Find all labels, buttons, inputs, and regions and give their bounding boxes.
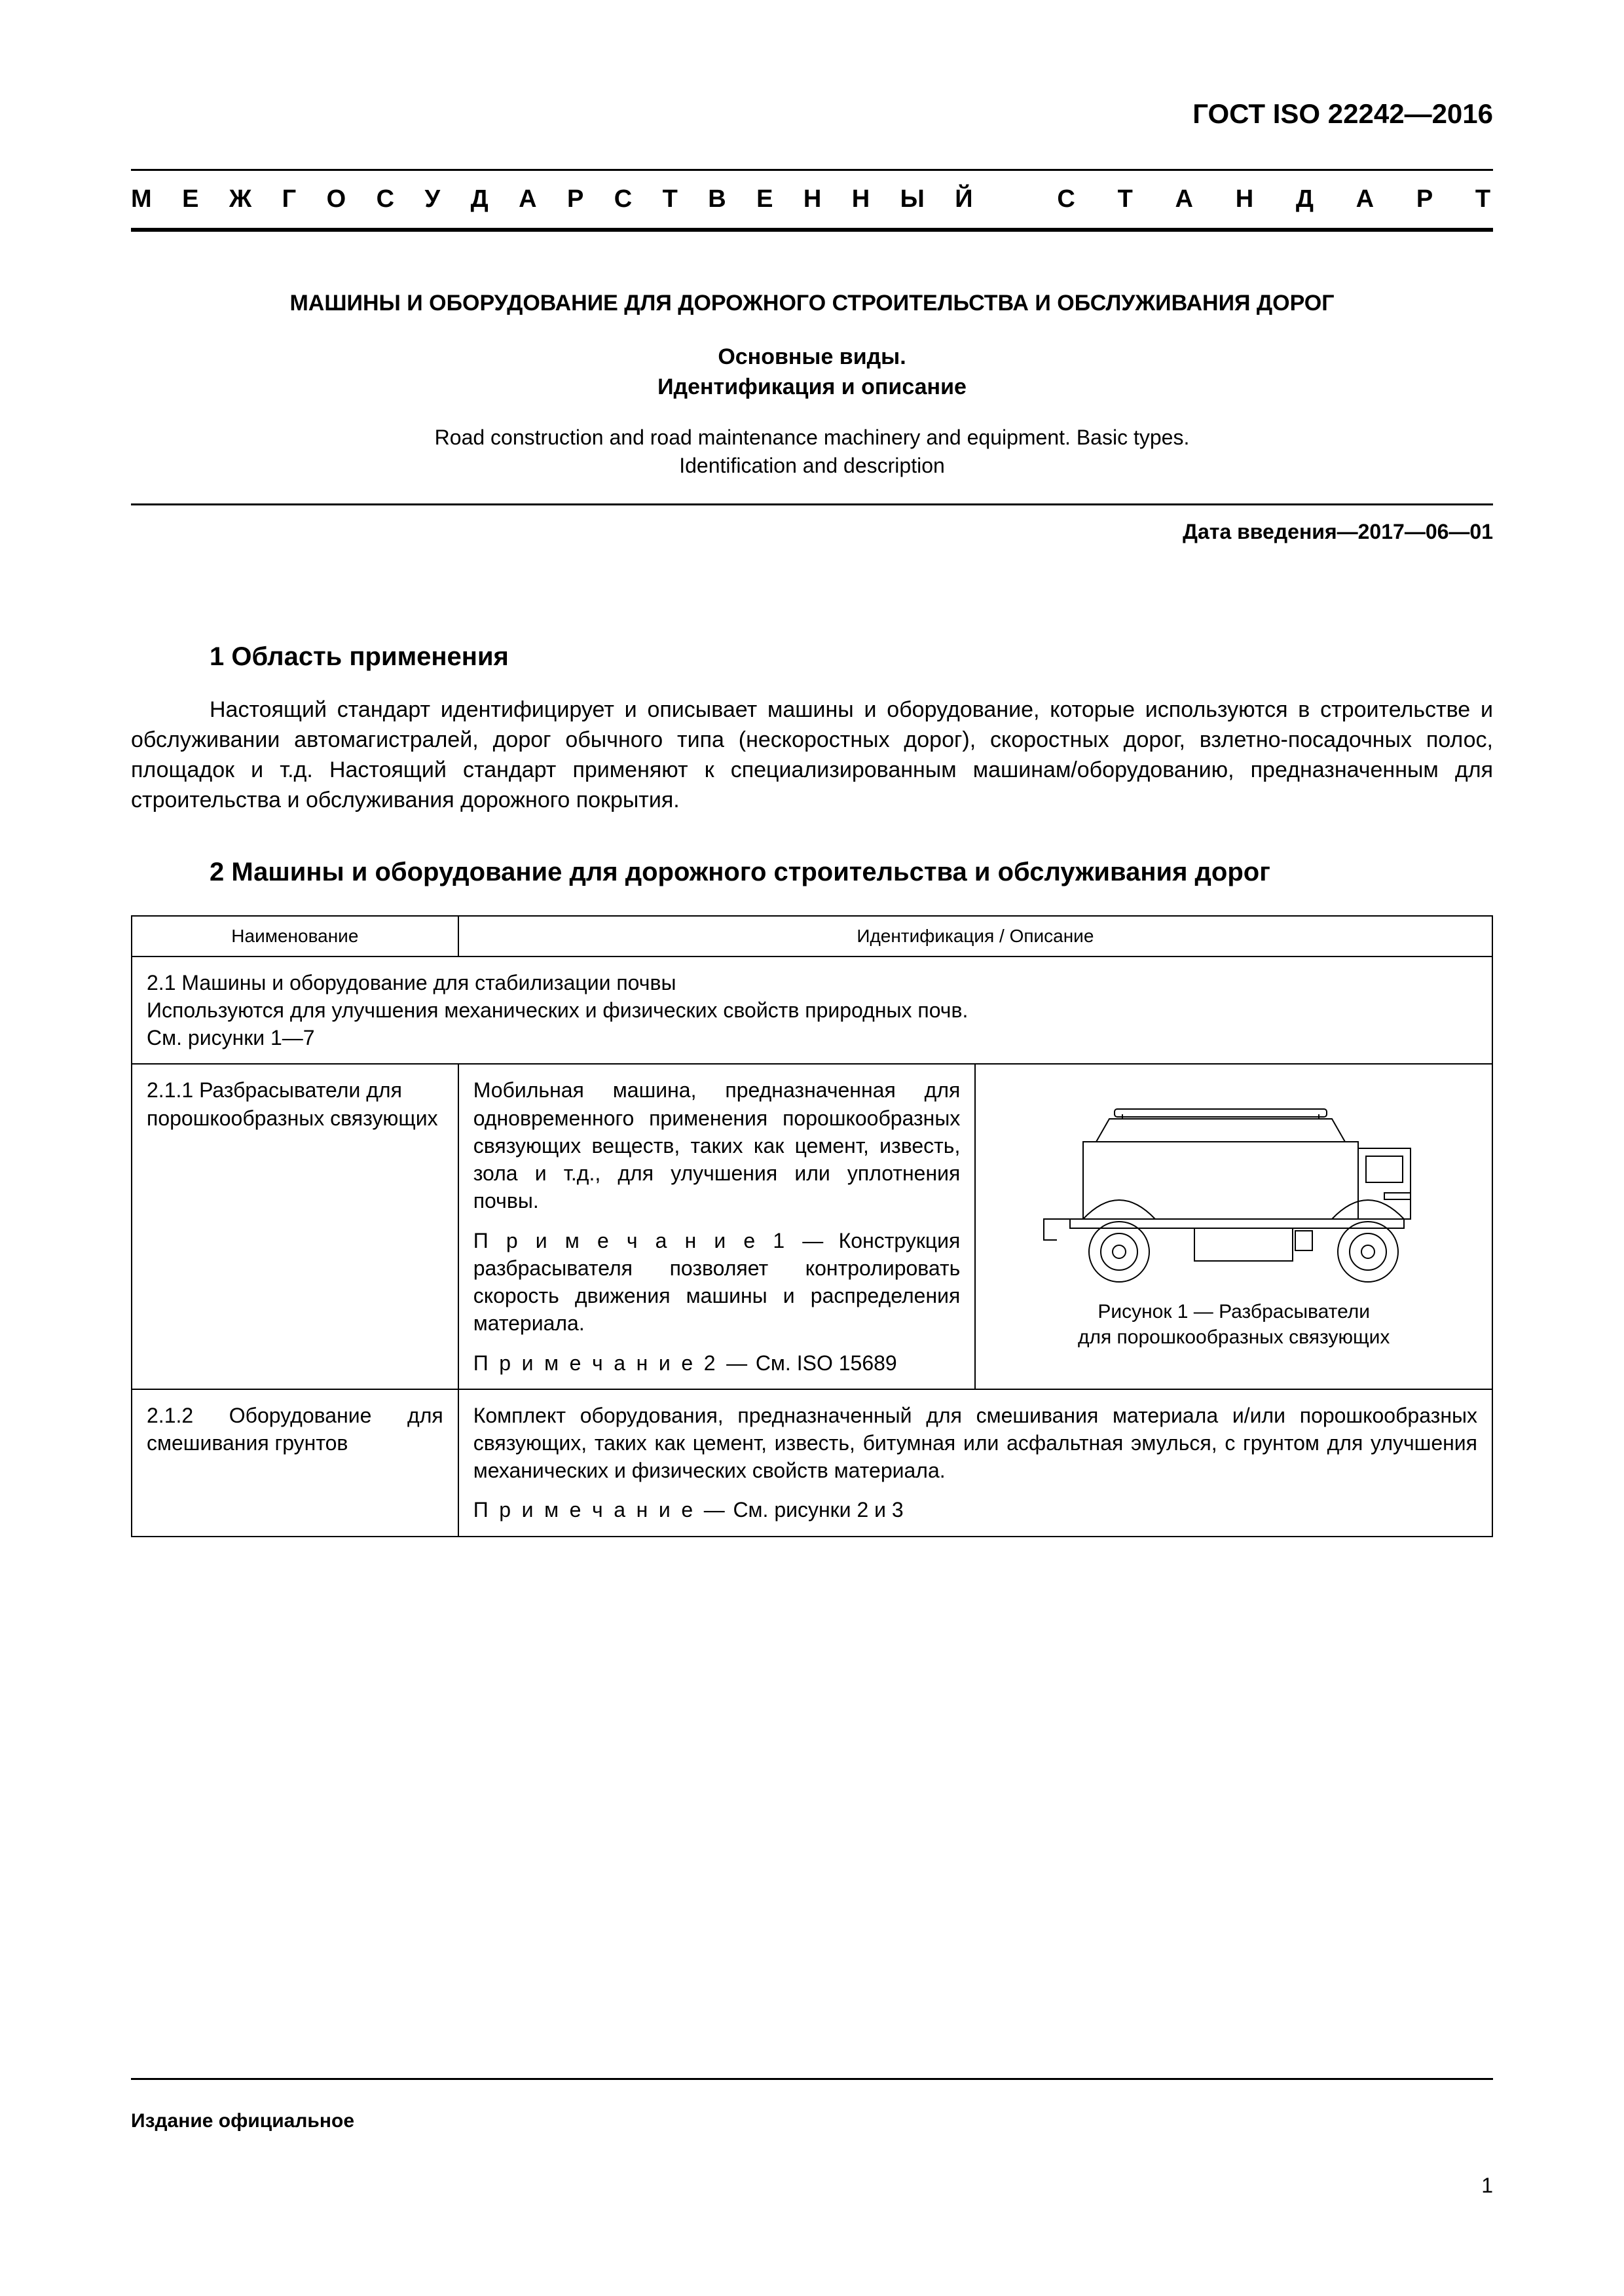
- row-2-1-line3: См. рисунки 1—7: [147, 1024, 1477, 1051]
- standard-banner: МЕЖГОСУДАРСТВЕННЫЙ СТАНДАРТ: [131, 169, 1493, 232]
- row-2-1-1-note2: П р и м е ч а н и е 2 — См. ISO 15689: [473, 1349, 961, 1377]
- title-ru-sub-line2: Идентификация и описание: [131, 373, 1493, 403]
- figure-1-caption: Рисунок 1 — Разбрасыватели для порошкооб…: [997, 1299, 1471, 1350]
- note2-label: П р и м е ч а н и е 2 —: [473, 1351, 750, 1375]
- note-2-1-2-label: П р и м е ч а н и е —: [473, 1498, 728, 1522]
- fig1-caption-l1: Рисунок 1 — Разбрасыватели: [997, 1299, 1471, 1324]
- col-header-desc: Идентификация / Описание: [458, 916, 1492, 957]
- fig1-caption-l2: для порошкообразных связующих: [997, 1324, 1471, 1350]
- table-row-2-1: 2.1 Машины и оборудование для стабилизац…: [132, 957, 1492, 1065]
- row-2-1-1-desc: Мобильная машина, предназначенная для од…: [473, 1076, 961, 1214]
- section-1-body-text: Настоящий стандарт идентифицирует и опис…: [131, 697, 1493, 812]
- title-en-line1: Road construction and road maintenance m…: [131, 424, 1493, 452]
- row-2-1-line2: Используются для улучшения механических …: [147, 996, 1477, 1024]
- section-1-body: Настоящий стандарт идентифицирует и опис…: [131, 695, 1493, 816]
- col-header-name: Наименование: [132, 916, 458, 957]
- title-en-line2: Identification and description: [131, 452, 1493, 480]
- section-1-heading: 1 Область применения: [210, 642, 1493, 672]
- introduction-date: Дата введения—2017—06—01: [131, 520, 1493, 544]
- figure-1-svg: [1031, 1083, 1437, 1292]
- note2-text: См. ISO 15689: [756, 1351, 897, 1375]
- title-ru-subtitle: Основные виды. Идентификация и описание: [131, 342, 1493, 403]
- figure-1-wrap: Рисунок 1 — Разбрасыватели для порошкооб…: [990, 1076, 1477, 1350]
- banner-word-1: МЕЖГОСУДАРСТВЕННЫЙ: [131, 185, 976, 213]
- row-2-1-2-note: П р и м е ч а н и е — См. рисунки 2 и 3: [473, 1496, 1477, 1523]
- document-id: ГОСТ ISO 22242—2016: [131, 98, 1493, 130]
- title-divider: [131, 503, 1493, 505]
- title-ru-sub-line1: Основные виды.: [131, 342, 1493, 373]
- title-en: Road construction and road maintenance m…: [131, 424, 1493, 480]
- row-2-1-line1: 2.1 Машины и оборудование для стабилизац…: [147, 969, 1477, 996]
- banner-word-2: СТАНДАРТ: [1057, 185, 1493, 213]
- row-2-1-2-name: 2.1.2 Оборудование для смешивания грунто…: [132, 1389, 458, 1537]
- page-number: 1: [1481, 2174, 1493, 2198]
- row-2-1-1-note1: П р и м е ч а н и е 1 — Конструкция разб…: [473, 1227, 961, 1338]
- title-ru-main: МАШИНЫ И ОБОРУДОВАНИЕ ДЛЯ ДОРОЖНОГО СТРО…: [131, 291, 1493, 316]
- note-2-1-2-text: См. рисунки 2 и 3: [733, 1498, 903, 1522]
- equipment-table: Наименование Идентификация / Описание 2.…: [131, 915, 1493, 1537]
- table-row-2-1-1: 2.1.1 Разбрасыватели для порошкообразных…: [132, 1064, 1492, 1389]
- note1-label: П р и м е ч а н и е 1 —: [473, 1229, 826, 1252]
- table-header-row: Наименование Идентификация / Описание: [132, 916, 1492, 957]
- row-2-1-2-desc: Комплект оборудования, предназначенный д…: [473, 1402, 1477, 1485]
- table-row-2-1-2: 2.1.2 Оборудование для смешивания грунто…: [132, 1389, 1492, 1537]
- edition-label: Издание официальное: [131, 2110, 354, 2132]
- row-2-1-1-name: 2.1.1 Разбрасыватели для порошкообразных…: [132, 1064, 458, 1389]
- footer-divider: [131, 2078, 1493, 2080]
- section-2-heading: 2 Машины и оборудование для дорожного ст…: [210, 855, 1493, 889]
